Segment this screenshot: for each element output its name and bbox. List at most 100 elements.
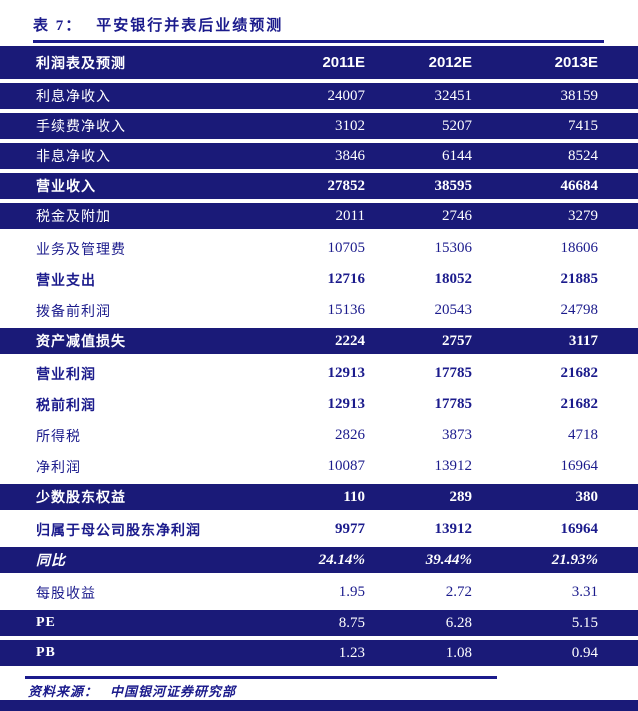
table-header-row: 利润表及预测 2011E 2012E 2013E	[0, 46, 638, 79]
table-row: PE 8.75 6.28 5.15	[0, 610, 638, 636]
table-row: 营业收入 27852 38595 46684	[0, 173, 638, 199]
row-label: 营业支出	[36, 273, 96, 289]
row-label: 少数股东权益	[36, 491, 126, 506]
row-value-2012e: 289	[449, 488, 473, 505]
row-value-2012e: 17785	[434, 396, 473, 412]
row-value-2013e: 21682	[560, 396, 599, 412]
row-label: PB	[36, 645, 56, 660]
row-label: 营业利润	[36, 367, 96, 383]
row-value-2011e: 27852	[327, 177, 366, 194]
row-label: 非息净收入	[36, 150, 111, 165]
table-row: 净利润 10087 13912 16964	[0, 451, 638, 482]
row-label: 归属于母公司股东净利润	[36, 523, 201, 539]
row-value-2011e: 1.95	[338, 584, 365, 600]
column-header-2012e: 2012E	[428, 54, 472, 71]
row-value-2012e: 13912	[434, 521, 473, 537]
row-value-2011e: 1.23	[338, 644, 365, 661]
row-label: 净利润	[36, 460, 81, 476]
row-value-2011e: 110	[343, 488, 365, 505]
row-value-2012e: 17785	[434, 365, 473, 381]
row-value-2013e: 3.31	[571, 584, 598, 600]
table-row: 所得税 2826 3873 4718	[0, 420, 638, 451]
row-value-2011e: 24007	[327, 87, 366, 104]
table-row: PB 1.23 1.08 0.94	[0, 640, 638, 666]
row-value-2013e: 3117	[568, 332, 598, 349]
row-value-2012e: 39.44%	[425, 551, 472, 568]
row-value-2012e: 2.72	[445, 584, 472, 600]
bottom-bar	[0, 700, 638, 711]
title-divider	[33, 40, 604, 43]
column-header-label: 利润表及预测	[36, 56, 126, 72]
source-label: 资料来源：	[28, 684, 99, 699]
row-value-2011e: 2011	[335, 207, 365, 224]
row-label: 手续费净收入	[36, 120, 126, 135]
row-value-2012e: 1.08	[445, 644, 472, 661]
row-value-2013e: 38159	[560, 87, 599, 104]
footer-divider	[25, 676, 497, 679]
row-value-2011e: 3102	[335, 117, 365, 134]
column-header-2011e: 2011E	[322, 54, 365, 71]
row-value-2013e: 21682	[560, 365, 599, 381]
row-value-2012e: 2757	[442, 332, 472, 349]
table-row: 营业支出 12716 18052 21885	[0, 264, 638, 295]
row-label: 资产减值损失	[36, 335, 126, 350]
source-text: 中国银河证券研究部	[110, 684, 237, 699]
row-value-2013e: 46684	[560, 177, 599, 194]
row-value-2011e: 24.14%	[318, 551, 365, 568]
row-value-2011e: 10087	[327, 458, 366, 474]
table-row: 利息净收入 24007 32451 38159	[0, 83, 638, 109]
row-label: 税前利润	[36, 398, 96, 414]
row-label: 每股收益	[36, 586, 96, 602]
table-row: 拨备前利润 15136 20543 24798	[0, 295, 638, 326]
table-row: 手续费净收入 3102 5207 7415	[0, 113, 638, 139]
row-value-2012e: 32451	[434, 87, 473, 104]
row-value-2012e: 20543	[434, 302, 473, 318]
table-body: 利息净收入 24007 32451 38159 手续费净收入 3102 5207…	[0, 83, 638, 670]
row-label: 拨备前利润	[36, 304, 111, 320]
row-value-2013e: 380	[575, 488, 599, 505]
row-value-2012e: 18052	[434, 271, 473, 287]
row-value-2013e: 5.15	[571, 614, 598, 631]
row-value-2011e: 12913	[327, 396, 366, 412]
row-value-2012e: 13912	[434, 458, 473, 474]
row-value-2013e: 7415	[568, 117, 598, 134]
row-value-2012e: 6144	[442, 147, 472, 164]
table-row: 归属于母公司股东净利润 9977 13912 16964	[0, 514, 638, 545]
row-label: 利息净收入	[36, 90, 111, 105]
table-row: 税金及附加 2011 2746 3279	[0, 203, 638, 229]
row-value-2011e: 2224	[335, 332, 365, 349]
table-number: 表 7：	[33, 18, 83, 34]
row-value-2011e: 12716	[327, 271, 366, 287]
row-value-2013e: 16964	[560, 458, 599, 474]
row-value-2013e: 16964	[560, 521, 599, 537]
table-title: 表 7： 平安银行并表后业绩预测	[33, 14, 283, 35]
row-value-2012e: 3873	[442, 427, 472, 443]
table-row: 业务及管理费 10705 15306 18606	[0, 233, 638, 264]
table-title-text: 平安银行并表后业绩预测	[96, 18, 284, 34]
table-row: 非息净收入 3846 6144 8524	[0, 143, 638, 169]
row-value-2013e: 18606	[560, 240, 599, 256]
row-value-2011e: 8.75	[338, 614, 365, 631]
table-row: 每股收益 1.95 2.72 3.31	[0, 577, 638, 608]
table-row: 营业利润 12913 17785 21682	[0, 358, 638, 389]
table-row: 税前利润 12913 17785 21682	[0, 389, 638, 420]
row-value-2012e: 6.28	[445, 614, 472, 631]
row-label: PE	[36, 615, 56, 630]
row-value-2013e: 8524	[568, 147, 598, 164]
row-value-2011e: 15136	[327, 302, 366, 318]
row-label: 业务及管理费	[36, 242, 126, 258]
row-value-2011e: 9977	[335, 521, 365, 537]
row-value-2013e: 21885	[560, 271, 599, 287]
row-value-2011e: 12913	[327, 365, 366, 381]
row-value-2012e: 5207	[442, 117, 472, 134]
column-header-2013e: 2013E	[554, 54, 598, 71]
row-value-2013e: 3279	[568, 207, 598, 224]
row-value-2013e: 0.94	[571, 644, 598, 661]
row-label: 同比	[36, 554, 66, 569]
row-value-2011e: 10705	[327, 240, 366, 256]
table-row: 资产减值损失 2224 2757 3117	[0, 328, 638, 354]
table-row: 少数股东权益 110 289 380	[0, 484, 638, 510]
row-value-2013e: 24798	[560, 302, 599, 318]
row-value-2011e: 2826	[335, 427, 365, 443]
